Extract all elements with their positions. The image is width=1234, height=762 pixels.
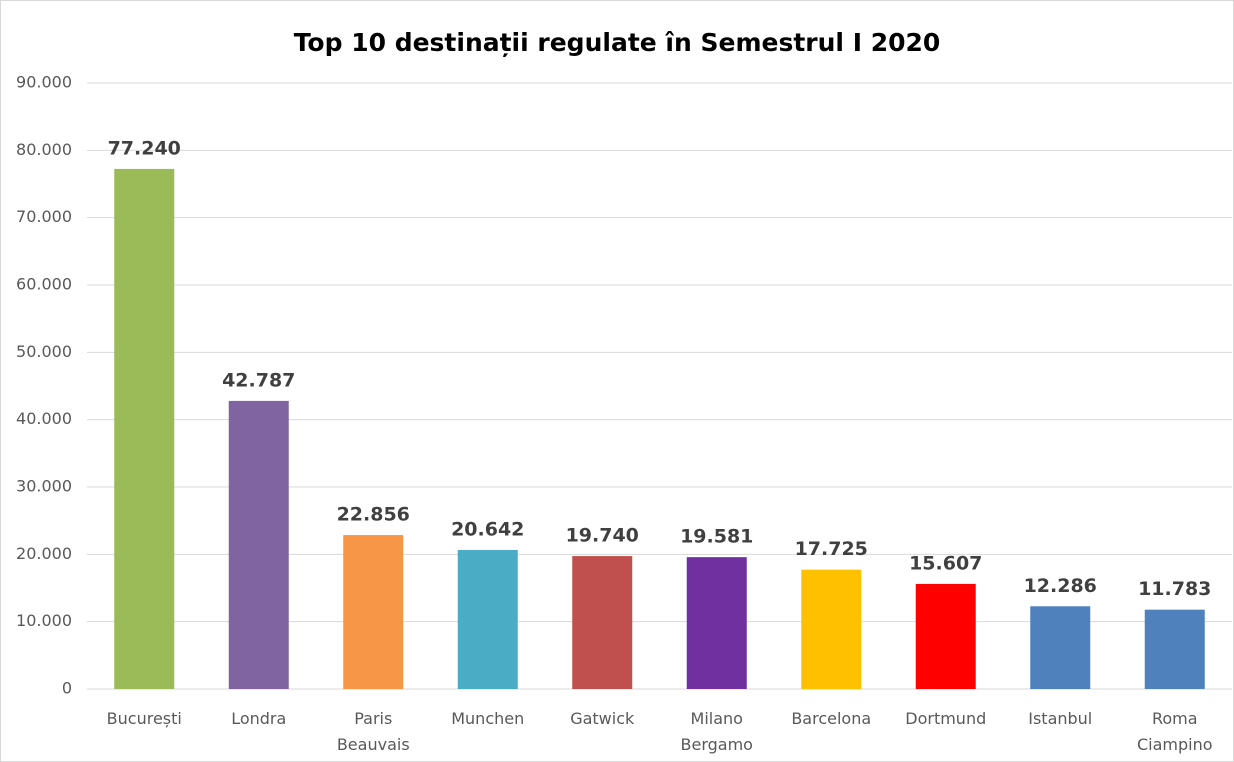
bar	[1030, 606, 1091, 689]
data-label: 15.607	[909, 552, 982, 574]
bar	[228, 400, 289, 689]
x-tick-label: Munchen	[451, 709, 525, 728]
bar	[1144, 609, 1205, 689]
x-tick-label: Milano Bergamo	[680, 709, 753, 754]
data-label: 12.286	[1024, 575, 1097, 597]
y-tick-label: 0	[62, 679, 72, 698]
x-tick-label: Roma Ciampino	[1136, 709, 1213, 754]
bar	[915, 583, 976, 689]
y-tick-label: 40.000	[16, 409, 72, 428]
bar	[114, 168, 175, 689]
x-tick-label: Dortmund	[905, 709, 987, 728]
data-label: 17.725	[795, 538, 868, 560]
bar	[572, 556, 633, 689]
bar	[686, 557, 747, 689]
data-label: 11.783	[1138, 578, 1211, 600]
data-label: 20.642	[451, 519, 524, 541]
x-tick-label: Istanbul	[1028, 709, 1093, 728]
chart-title: Top 10 destinații regulate în Semestrul …	[294, 28, 941, 57]
y-tick-label: 30.000	[16, 477, 72, 496]
y-tick-label: 60.000	[16, 275, 72, 294]
data-label: 19.581	[680, 526, 753, 548]
y-tick-label: 20.000	[16, 544, 72, 563]
x-tick-label: Barcelona	[791, 709, 872, 728]
y-tick-label: 50.000	[16, 342, 72, 361]
x-tick-label: Londra	[231, 709, 287, 728]
bar	[801, 569, 862, 689]
x-tick-label: Paris Beauvais	[336, 709, 410, 754]
x-tick-label: Gatwick	[570, 709, 635, 728]
data-label: 22.856	[337, 504, 410, 526]
x-tick-label: București	[106, 709, 182, 728]
bar	[457, 550, 518, 689]
y-tick-label: 80.000	[16, 140, 72, 159]
data-label: 77.240	[108, 137, 181, 159]
y-tick-label: 90.000	[16, 73, 72, 92]
y-tick-label: 70.000	[16, 207, 72, 226]
data-label: 42.787	[222, 369, 295, 391]
y-tick-label: 10.000	[16, 611, 72, 630]
data-label: 19.740	[566, 525, 639, 547]
bar	[343, 535, 404, 689]
